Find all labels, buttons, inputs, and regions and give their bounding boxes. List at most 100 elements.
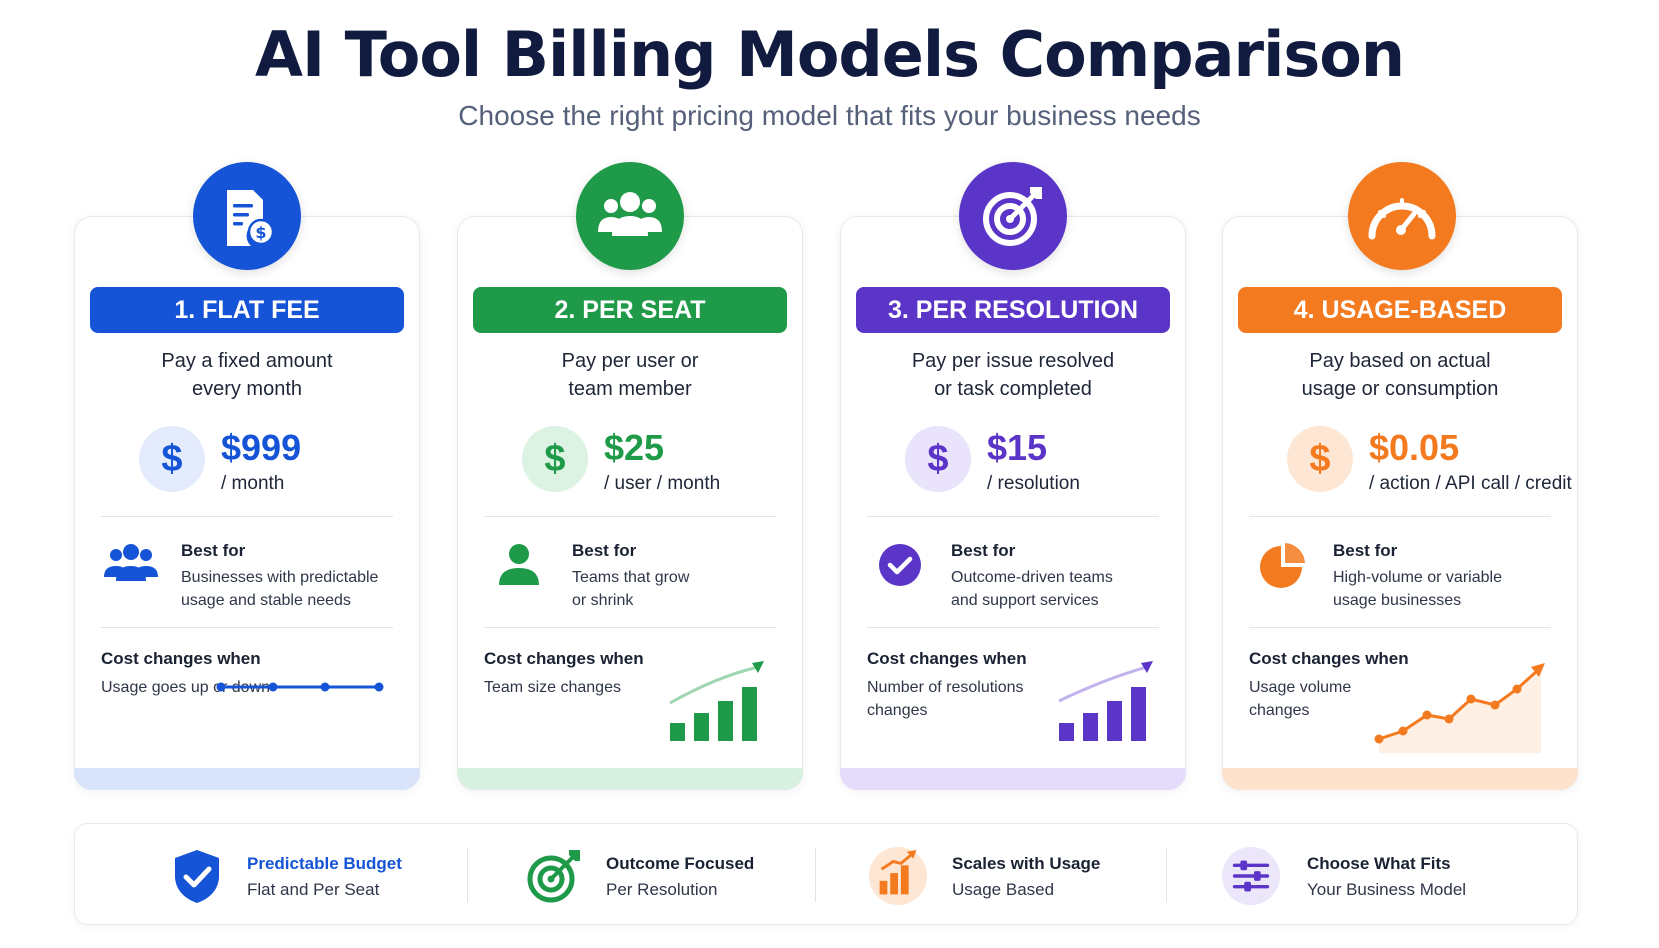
user-icon [484,541,544,591]
card-flat-fee: 1. FLAT FEE Pay a fixed amount every mon… [74,216,420,790]
price-unit: / action / API call / credit [1369,473,1572,494]
desc-line: or task completed [934,378,1092,400]
card-usage-based: 4. USAGE-BASED Pay based on actual usage… [1222,216,1578,790]
best-line: Teams that grow [572,569,690,586]
best-line: High-volume or variable [1333,569,1502,586]
card-accent-band [1222,768,1578,790]
billing-document-icon: $ [193,162,301,270]
price-unit: / user / month [604,473,721,494]
footer-text: Per Resolution [606,880,718,899]
footer-text: Flat and Per Seat [247,880,380,899]
dollar-icon: $ [139,426,205,492]
price-unit: / resolution [987,473,1080,494]
desc-line: usage or consumption [1301,378,1499,400]
rising-line-icon [1374,663,1545,753]
best-for-text: Outcome-driven teams and support service… [951,566,1176,612]
page-subtitle: Choose the right pricing model that fits… [458,100,1201,131]
page-title: AI Tool Billing Models Comparison [255,18,1405,91]
card-per-seat: 2. PER SEAT Pay per user or team member … [457,216,803,790]
best-line: usage businesses [1333,592,1462,609]
divider [867,516,1159,517]
card-accent-band [74,768,420,790]
card-per-resolution: 3. PER RESOLUTION Pay per issue resolved… [840,216,1186,790]
dollar-icon: $ [1287,426,1353,492]
flat-line-icon [216,682,384,692]
desc-line: Pay per issue resolved [911,350,1115,372]
best-for-title: Best for [1333,541,1398,560]
card-label: 4. USAGE-BASED [1238,287,1562,333]
footer-title: Predictable Budget [247,854,402,873]
cost-changes-text: Usage volume changes [1249,676,1439,722]
target-icon [959,162,1067,270]
cost-line: Usage goes up or down [101,679,270,696]
growth-bars-icon [868,846,928,906]
rising-bars-icon [1058,661,1153,741]
best-line: Outcome-driven teams [951,569,1113,586]
desc-line: Pay a fixed amount [161,350,333,372]
best-line: usage and stable needs [181,592,351,609]
divider [1249,627,1551,628]
card-label: 2. PER SEAT [473,287,787,333]
desc-line: Pay based on actual [1309,350,1491,372]
divider [101,516,393,517]
price-unit: / month [221,473,285,494]
price: $25 [604,427,665,468]
best-for-title: Best for [572,541,637,560]
best-for-text: High-volume or variable usage businesses [1333,566,1558,612]
shield-check-icon [175,850,219,903]
cost-changes-title: Cost changes when [1249,649,1409,668]
footer-item-choose-what-fits: Choose What Fits Your Business Model [1167,824,1577,926]
cost-changes-text: Number of resolutions changes [867,676,1057,722]
card-description: Pay a fixed amount every month [85,347,409,403]
team-icon [101,541,161,591]
divider [484,516,776,517]
footer-divider [1166,848,1167,902]
divider [484,627,776,628]
card-accent-band [457,768,803,790]
footer-title: Scales with Usage [952,854,1101,873]
users-group-icon [576,162,684,270]
speedometer-icon [1348,162,1456,270]
target-arrow-icon [527,850,580,903]
check-circle-icon [867,541,927,591]
footer-text: Your Business Model [1307,880,1467,899]
cost-changes-text: Team size changes [484,676,674,699]
best-for-title: Best for [181,541,246,560]
divider [1249,516,1551,517]
best-line: and support services [951,592,1099,609]
price: $999 [221,427,302,468]
footer-item-outcome-focused: Outcome Focused Per Resolution [468,824,815,926]
card-label: 3. PER RESOLUTION [856,287,1170,333]
footer-title: Choose What Fits [1307,854,1451,873]
sliders-icon [1221,846,1281,906]
divider [101,627,393,628]
cost-line: Team size changes [484,679,621,696]
price: $0.05 [1369,427,1460,468]
footer-divider [815,848,816,902]
cost-line: Number of resolutions [867,679,1024,696]
best-for-text: Businesses with predictable usage and st… [181,566,406,612]
pie-chart-icon [1249,541,1309,591]
footer-item-predictable-budget: Predictable Budget Flat and Per Seat [75,824,465,926]
best-line: or shrink [572,592,634,609]
cost-line: Usage volume [1249,679,1352,696]
rising-bars-icon [669,661,764,741]
dollar-icon: $ [522,426,588,492]
card-description: Pay per user or team member [468,347,792,403]
cost-changes-title: Cost changes when [867,649,1027,668]
card-description: Pay per issue resolved or task completed [851,347,1175,403]
desc-line: team member [568,378,692,400]
cost-line: changes [1249,702,1310,719]
divider [867,627,1159,628]
desc-line: Pay per user or [561,350,699,372]
cost-changes-title: Cost changes when [484,649,644,668]
price: $15 [987,427,1048,468]
svg-text:$: $ [255,223,266,242]
cost-changes-text: Usage goes up or down [101,676,291,699]
cost-line: changes [867,702,928,719]
footer-summary: Predictable Budget Flat and Per Seat Out… [74,823,1578,925]
dollar-icon: $ [905,426,971,492]
footer-title: Outcome Focused [606,854,755,873]
card-description: Pay based on actual usage or consumption [1233,347,1567,403]
best-line: Businesses with predictable [181,569,379,586]
